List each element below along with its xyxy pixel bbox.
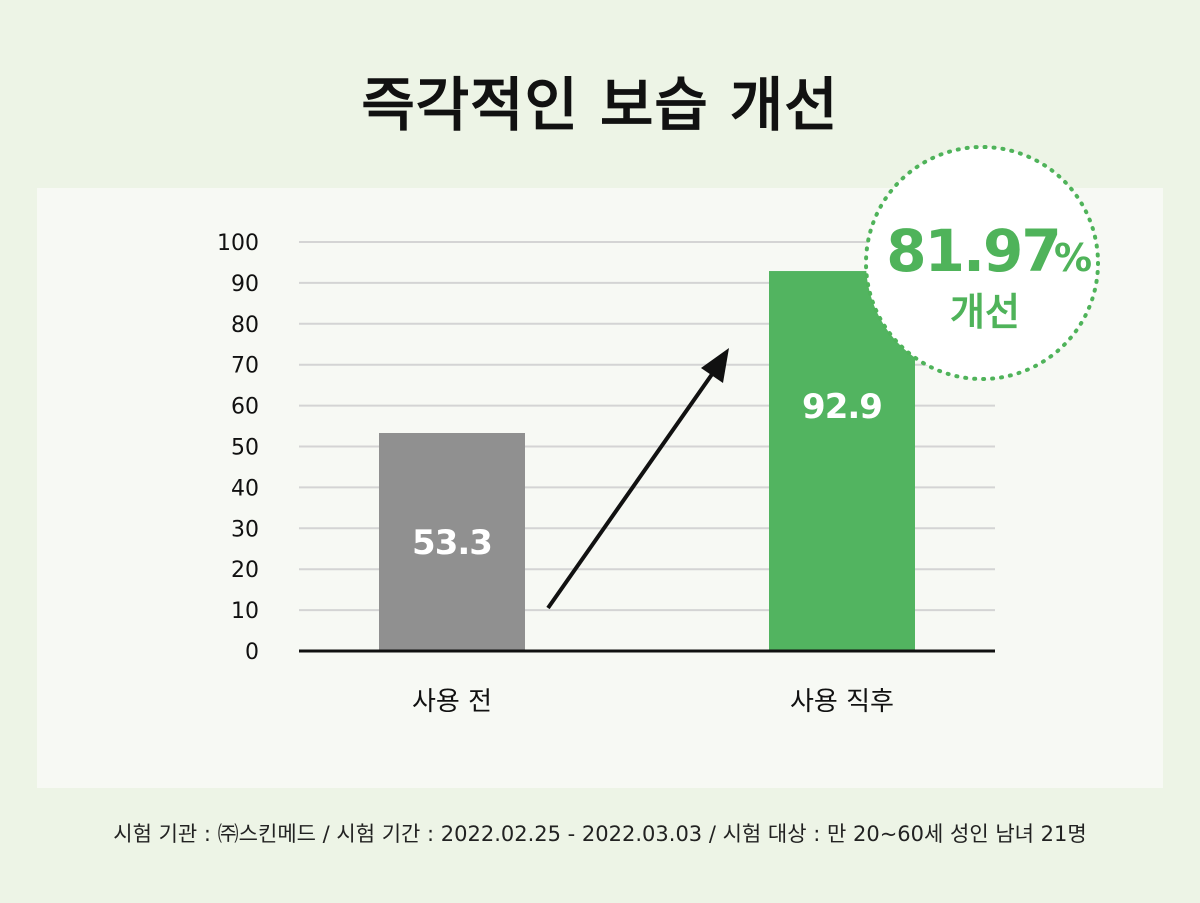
y-tick-label: 80 — [231, 313, 259, 338]
bar-value-label: 53.3 — [412, 523, 492, 563]
x-category-label: 사용 직후 — [790, 687, 894, 717]
y-tick-label: 50 — [231, 436, 259, 461]
badge-percent: 81.97 — [886, 217, 1059, 285]
y-tick-label: 20 — [231, 558, 259, 583]
bar-before — [379, 433, 525, 651]
page-title: 즉각적인 보습 개선 — [361, 71, 839, 139]
increase-arrow-shaft — [546, 368, 717, 610]
y-tick-label: 10 — [231, 599, 259, 624]
bar-value-label: 92.9 — [802, 387, 882, 427]
bar-chart: 0 10 20 30 40 50 60 70 80 90 100 53.3 사용 전 92.9 사용 직후 — [217, 231, 995, 717]
badge-percent-unit: % — [1054, 236, 1092, 280]
badge-label: 개선 — [950, 290, 1020, 334]
y-tick-label: 0 — [245, 640, 259, 665]
y-tick-label: 40 — [231, 476, 259, 501]
test-info-footnote: 시험 기관 : ㈜스킨메드 / 시험 기간 : 2022.02.25 - 202… — [113, 822, 1087, 846]
y-tick-label: 90 — [231, 272, 259, 297]
badge-circle — [864, 145, 1100, 381]
x-category-label: 사용 전 — [412, 687, 492, 717]
y-tick-label: 100 — [217, 231, 259, 256]
y-tick-label: 70 — [231, 354, 259, 379]
y-tick-label: 30 — [231, 517, 259, 542]
increase-arrow-head — [701, 348, 729, 383]
y-tick-label: 60 — [231, 395, 259, 420]
improvement-badge: 81.97 % 개선 — [864, 145, 1100, 381]
